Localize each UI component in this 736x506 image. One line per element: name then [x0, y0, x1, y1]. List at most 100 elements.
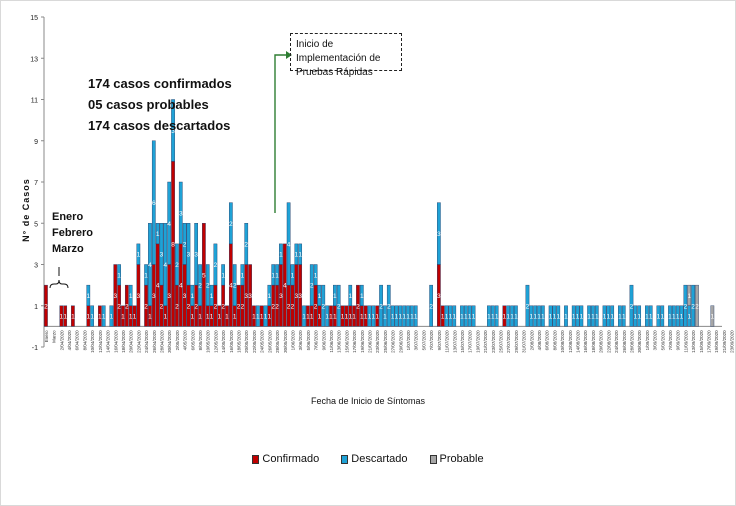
bar-value-label: 1	[264, 314, 268, 321]
bar-value-label: 2	[356, 303, 360, 310]
bar-value-label: 1	[260, 314, 264, 321]
bar-value-label: 2	[310, 283, 314, 290]
bar-segment-descartado	[359, 284, 364, 306]
bar-value-label: 2	[287, 303, 291, 310]
x-tick-label: 17/06/2020	[352, 330, 357, 353]
x-tick-label: 16/05/2020	[229, 330, 234, 353]
summary-discarded: 174 casos descartados	[88, 118, 231, 133]
x-tick-label: 6/05/2020	[190, 330, 195, 351]
x-tick-label: 24/08/2020	[614, 330, 619, 353]
bar-value-label: 1	[510, 314, 514, 321]
bar-segment-descartado	[302, 305, 306, 327]
bar-value-label: 1	[383, 314, 387, 321]
bar-value-label: 2	[175, 262, 179, 269]
bar-value-label: 1	[622, 314, 626, 321]
y-tick-label: 1	[34, 304, 38, 311]
rapid-tests-note: Inicio de Implementación de Pruebas Rápi…	[290, 33, 402, 78]
bar-segment-descartado	[175, 243, 179, 286]
bar-value-label: 3	[298, 293, 302, 300]
bar-value-label: 4	[179, 283, 183, 290]
bar-value-label: 1	[271, 272, 275, 279]
x-tick-label: 21/07/2020	[483, 330, 488, 353]
bar-value-label: 1	[495, 314, 499, 321]
bar-value-label: 1	[110, 314, 114, 321]
x-tick-label: 11/09/2020	[683, 330, 688, 353]
bar-segment-confirmado	[375, 305, 380, 327]
bar-value-label: 2	[241, 303, 245, 310]
note-arrow-head	[286, 51, 292, 59]
x-tick-label: 16/04/2020	[113, 330, 118, 353]
bar-segment-descartado	[232, 264, 237, 306]
bar-value-label: 2	[214, 262, 218, 269]
bar-segment-descartado	[637, 305, 642, 327]
bar-segment-descartado	[309, 264, 314, 306]
bar-value-label: 4	[148, 262, 152, 269]
x-tick-label: 10/04/2020	[90, 330, 95, 353]
x-tick-label: 22/05/2020	[252, 330, 257, 353]
bar-segment-descartado	[675, 305, 680, 327]
x-tick-label: 8/04/2020	[82, 330, 87, 351]
bar-value-label: 1	[541, 314, 545, 321]
x-tick-label: 10/08/2020	[560, 330, 565, 353]
x-tick-label: Enero	[44, 330, 49, 343]
x-tick-label: 14/08/2020	[576, 330, 581, 353]
bar-segment-confirmado	[59, 305, 64, 327]
bar-value-label: 1	[649, 314, 653, 321]
x-tick-label: 1/07/2020	[406, 330, 411, 351]
bar-value-label: 1	[198, 314, 202, 321]
bar-value-label: 2	[526, 303, 530, 310]
x-tick-label: 21/09/2020	[722, 330, 727, 353]
bar-value-label: 1	[634, 314, 638, 321]
bar-value-label: 2	[314, 303, 318, 310]
bar-segment-confirmado	[363, 305, 368, 327]
bar-segment-descartado	[390, 305, 395, 327]
bar-value-label: 1	[399, 314, 403, 321]
bar-segment-descartado	[579, 305, 584, 327]
bar-segment-confirmado	[259, 305, 264, 327]
bar-value-label: 1	[406, 314, 410, 321]
x-tick-label: 12/05/2020	[213, 330, 218, 353]
x-tick-label: 28/04/2020	[159, 330, 164, 353]
bar-segment-descartado	[244, 223, 249, 265]
bar-value-label: 4	[167, 221, 171, 228]
bar-value-label: 1	[133, 314, 137, 321]
bar-segment-confirmado	[248, 264, 252, 327]
bar-value-label: 2	[125, 303, 129, 310]
bar-value-label: 1	[360, 314, 364, 321]
bar-segment-descartado	[533, 305, 538, 327]
bar-value-label: 2	[337, 303, 341, 310]
bar-segment-confirmado	[132, 305, 137, 327]
bar-value-label: 1	[129, 314, 133, 321]
bar-segment-descartado	[402, 305, 407, 327]
bar-segment-descartado	[290, 264, 295, 286]
bar-value-label: 2	[275, 303, 279, 310]
bar-value-label: 1	[306, 314, 310, 321]
bar-value-label: 1	[464, 314, 468, 321]
bar-value-label: 3	[160, 252, 164, 259]
bar-segment-probable	[687, 284, 692, 306]
bar-value-label: 1	[368, 314, 372, 321]
bar-segment-descartado	[367, 305, 372, 327]
bar-value-label: 2	[387, 303, 391, 310]
x-tick-label: 26/05/2020	[267, 330, 272, 353]
x-tick-label: 20/04/2020	[129, 330, 134, 353]
bar-segment-descartado	[182, 223, 187, 265]
bar-value-label: 1	[60, 314, 64, 321]
legend-swatch-probable	[429, 454, 437, 464]
bar-value-label: 2	[695, 303, 699, 310]
bar-segment-descartado	[190, 284, 195, 306]
bar-segment-descartado	[333, 284, 337, 306]
bar-value-label: 1	[63, 314, 67, 321]
bar-value-label: 1	[225, 314, 229, 321]
x-tick-label: 13/09/2020	[691, 330, 696, 353]
bar-segment-descartado	[240, 264, 245, 286]
bar-value-label: 1	[680, 314, 684, 321]
bar-value-label: 1	[86, 314, 90, 321]
bar-value-label: 1	[414, 314, 418, 321]
bar-value-label: 3	[437, 293, 441, 300]
bar-segment-descartado	[564, 305, 568, 327]
bar-value-label: 1	[556, 314, 560, 321]
bar-value-label: 8	[171, 241, 175, 248]
bar-value-label: 2	[691, 303, 695, 310]
